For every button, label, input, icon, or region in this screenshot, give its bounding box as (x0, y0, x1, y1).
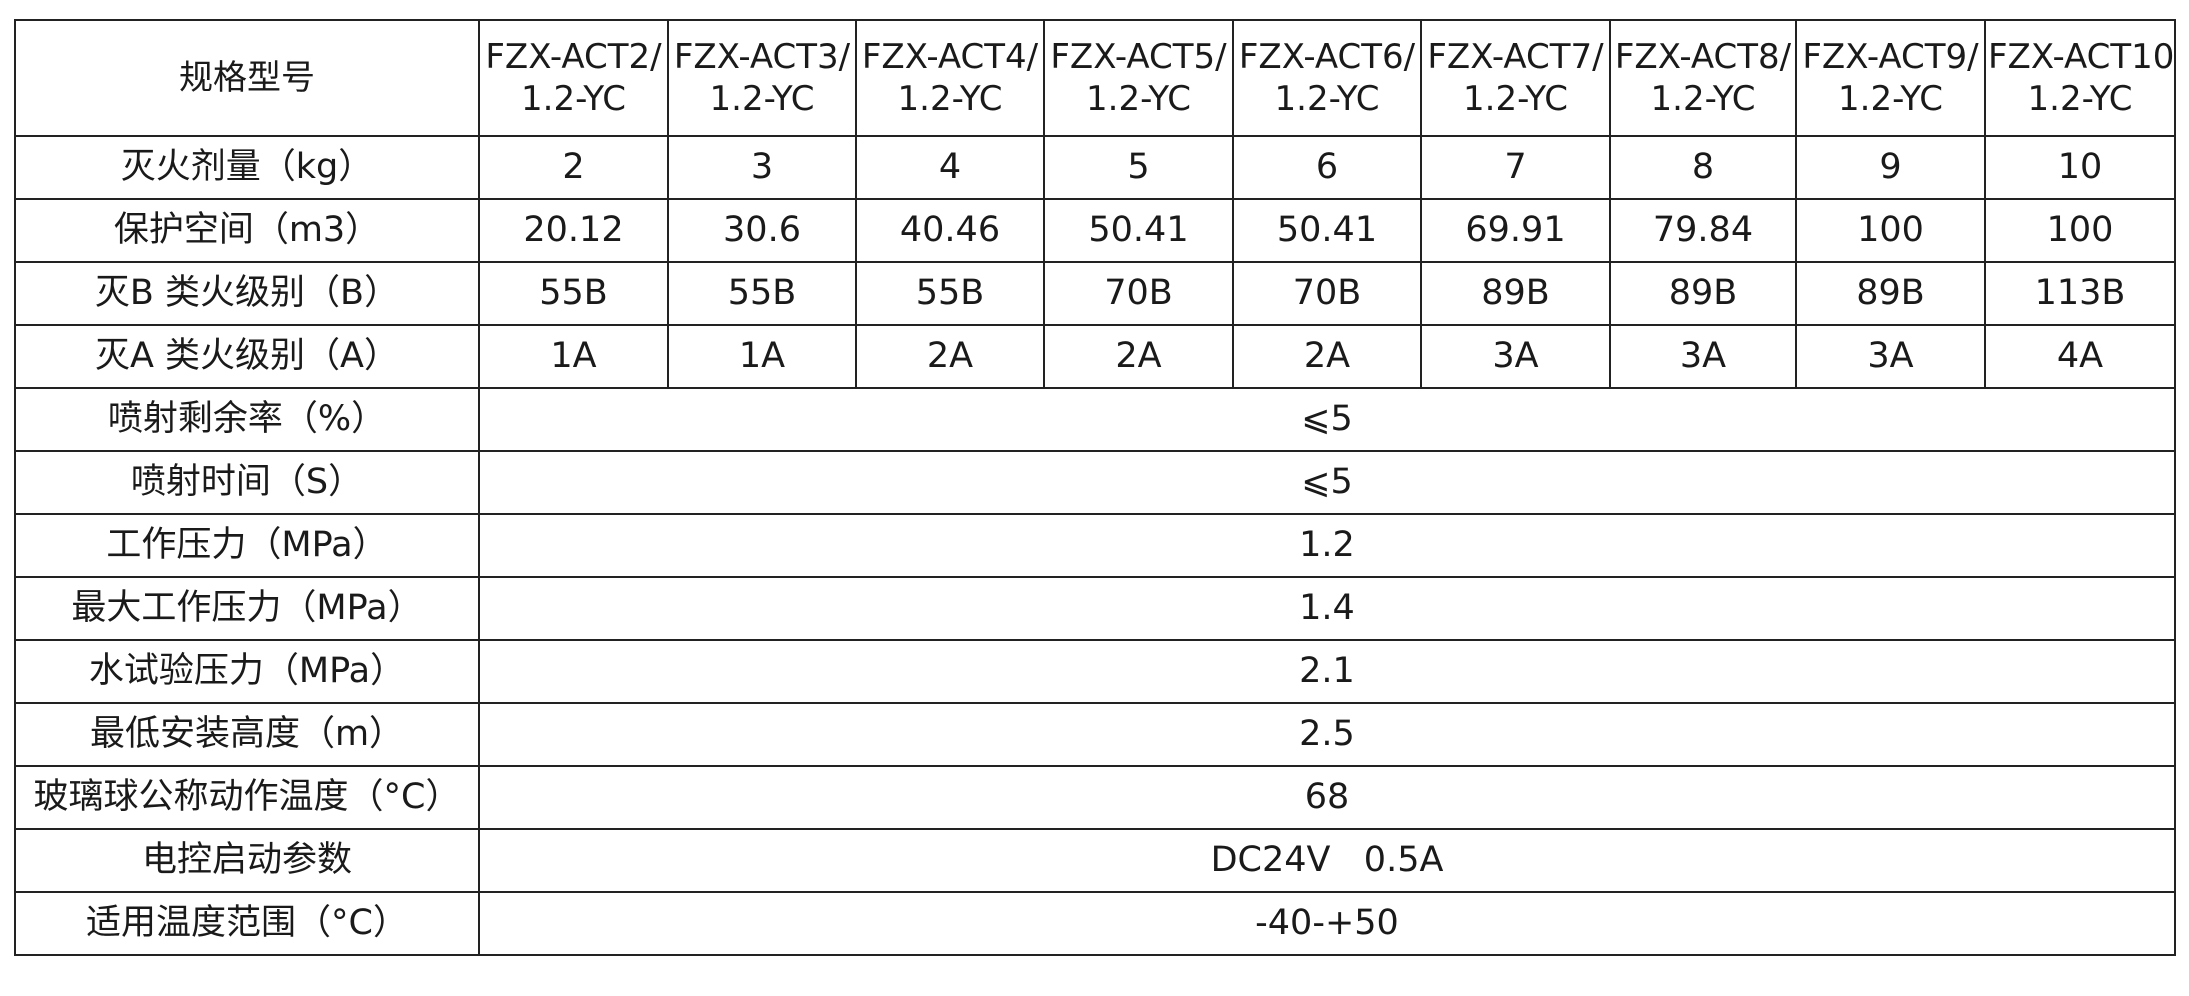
value-cell: 79.84 (1609, 198, 1797, 263)
table-row: 喷射时间（S） ⩽5 (14, 450, 2176, 515)
value-cell: 70B (1232, 261, 1422, 326)
value-cell: 89B (1609, 261, 1797, 326)
value-cell: 113B (1984, 261, 2176, 326)
table-row: 灭火剂量（kg） 2 3 4 5 6 7 8 9 10 (14, 135, 2176, 200)
value-cell: 8 (1609, 135, 1797, 200)
common-value-cell: 2.5 (478, 702, 2176, 767)
value-cell: 50.41 (1043, 198, 1234, 263)
common-value-cell: -40-+50 (478, 891, 2176, 956)
model-cell: FZX-ACT5/1.2-YC (1043, 19, 1234, 137)
row-label: 最低安装高度（m） (14, 702, 480, 767)
row-label: 玻璃球公称动作温度（°C） (14, 765, 480, 830)
common-value-cell: 1.4 (478, 576, 2176, 641)
value-cell: 89B (1795, 261, 1986, 326)
model-cell: FZX-ACT3/1.2-YC (667, 19, 857, 137)
value-cell: 1A (478, 324, 669, 389)
value-cell: 9 (1795, 135, 1986, 200)
value-cell: 100 (1984, 198, 2176, 263)
value-cell: 69.91 (1420, 198, 1611, 263)
row-label: 适用温度范围（°C） (14, 891, 480, 956)
value-cell: 10 (1984, 135, 2176, 200)
table-row: 电控启动参数 DC24V 0.5A (14, 828, 2176, 893)
model-cell: FZX-ACT8/1.2-YC (1609, 19, 1797, 137)
common-value-cell: 1.2 (478, 513, 2176, 578)
row-label: 水试验压力（MPa） (14, 639, 480, 704)
common-value-cell: 68 (478, 765, 2176, 830)
row-label: 工作压力（MPa） (14, 513, 480, 578)
value-cell: 3A (1795, 324, 1986, 389)
value-cell: 89B (1420, 261, 1611, 326)
value-cell: 55B (855, 261, 1045, 326)
value-cell: 4A (1984, 324, 2176, 389)
value-cell: 3 (667, 135, 857, 200)
common-value-cell: ⩽5 (478, 450, 2176, 515)
model-cell: FZX-ACT7/1.2-YC (1420, 19, 1611, 137)
value-cell: 1A (667, 324, 857, 389)
value-cell: 20.12 (478, 198, 669, 263)
header-row: 规格型号 FZX-ACT2/1.2-YC FZX-ACT3/1.2-YC FZX… (14, 19, 2176, 137)
value-cell: 6 (1232, 135, 1422, 200)
table-row: 喷射剩余率（%） ⩽5 (14, 387, 2176, 452)
value-cell: 70B (1043, 261, 1234, 326)
table-row: 最大工作压力（MPa） 1.4 (14, 576, 2176, 641)
row-label: 最大工作压力（MPa） (14, 576, 480, 641)
table-row: 灭B 类火级别（B） 55B 55B 55B 70B 70B 89B 89B 8… (14, 261, 2176, 326)
table-row: 保护空间（m3） 20.12 30.6 40.46 50.41 50.41 69… (14, 198, 2176, 263)
row-label: 灭火剂量（kg） (14, 135, 480, 200)
model-cell: FZX-ACT4/1.2-YC (855, 19, 1045, 137)
row-label: 电控启动参数 (14, 828, 480, 893)
table-row: 水试验压力（MPa） 2.1 (14, 639, 2176, 704)
table-row: 玻璃球公称动作温度（°C） 68 (14, 765, 2176, 830)
value-cell: 2A (1232, 324, 1422, 389)
table-row: 适用温度范围（°C） -40-+50 (14, 891, 2176, 956)
common-value-cell: 2.1 (478, 639, 2176, 704)
value-cell: 2A (1043, 324, 1234, 389)
value-cell: 30.6 (667, 198, 857, 263)
header-label-cell: 规格型号 (14, 19, 480, 137)
value-cell: 3A (1420, 324, 1611, 389)
row-label: 灭B 类火级别（B） (14, 261, 480, 326)
model-cell: FZX-ACT10/1.2-YC (1984, 19, 2176, 137)
common-value-cell: DC24V 0.5A (478, 828, 2176, 893)
value-cell: 50.41 (1232, 198, 1422, 263)
value-cell: 55B (667, 261, 857, 326)
model-cell: FZX-ACT6/1.2-YC (1232, 19, 1422, 137)
value-cell: 100 (1795, 198, 1986, 263)
value-cell: 5 (1043, 135, 1234, 200)
spec-table: 规格型号 FZX-ACT2/1.2-YC FZX-ACT3/1.2-YC FZX… (14, 19, 2176, 956)
model-cell: FZX-ACT2/1.2-YC (478, 19, 669, 137)
value-cell: 7 (1420, 135, 1611, 200)
common-value-cell: ⩽5 (478, 387, 2176, 452)
row-label: 灭A 类火级别（A） (14, 324, 480, 389)
value-cell: 2 (478, 135, 669, 200)
table-row: 最低安装高度（m） 2.5 (14, 702, 2176, 767)
row-label: 保护空间（m3） (14, 198, 480, 263)
row-label: 喷射剩余率（%） (14, 387, 480, 452)
value-cell: 2A (855, 324, 1045, 389)
model-cell: FZX-ACT9/1.2-YC (1795, 19, 1986, 137)
table-row: 工作压力（MPa） 1.2 (14, 513, 2176, 578)
value-cell: 40.46 (855, 198, 1045, 263)
value-cell: 3A (1609, 324, 1797, 389)
table-row: 灭A 类火级别（A） 1A 1A 2A 2A 2A 3A 3A 3A 4A (14, 324, 2176, 389)
value-cell: 55B (478, 261, 669, 326)
value-cell: 4 (855, 135, 1045, 200)
row-label: 喷射时间（S） (14, 450, 480, 515)
